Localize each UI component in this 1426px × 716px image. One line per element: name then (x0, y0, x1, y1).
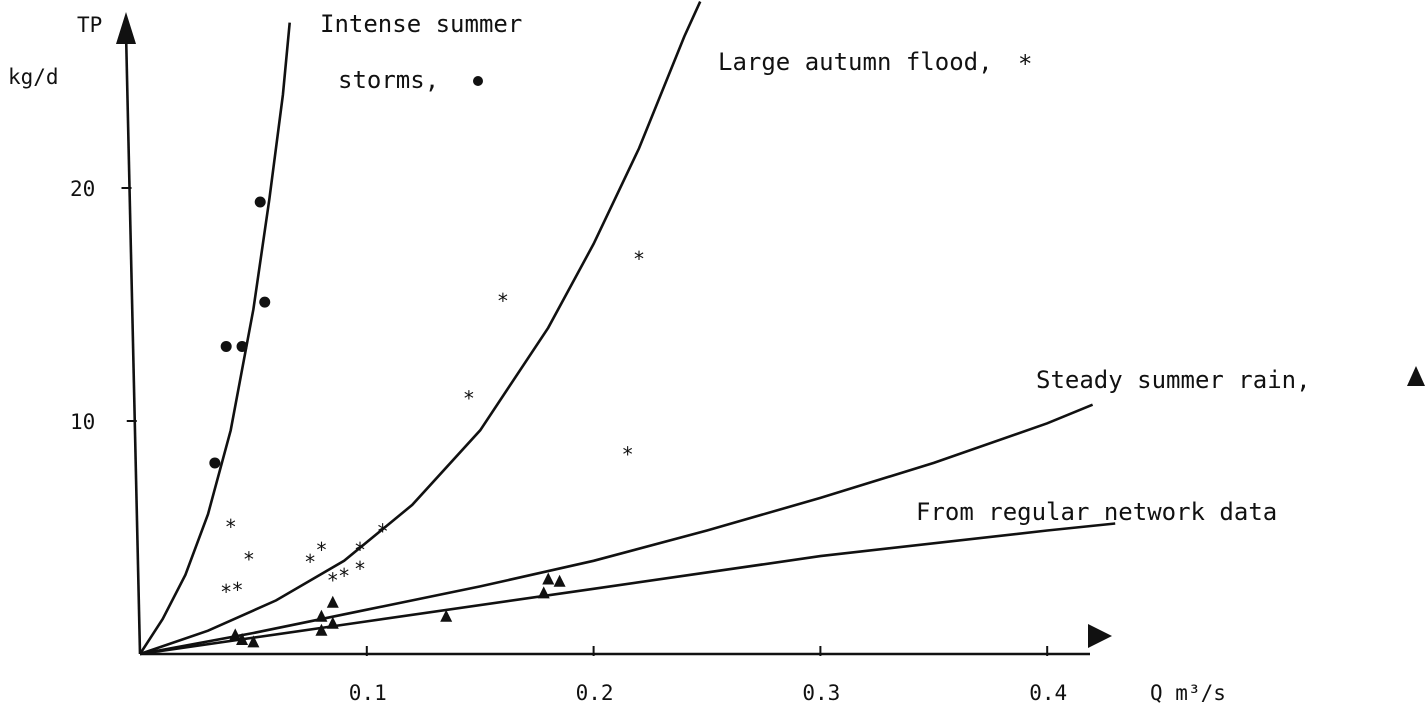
series-marker-triangle-icon (1407, 366, 1425, 386)
y-axis-arrowhead (116, 12, 136, 44)
data-point-star: * (233, 578, 243, 602)
axes (116, 12, 1112, 656)
ticks: 0.1 0.2 0.3 0.4 10 20 (70, 177, 1067, 705)
data-point-star: * (339, 564, 349, 588)
x-tick-label: 0.3 (802, 681, 840, 705)
data-point-circle (259, 296, 271, 308)
data-point-circle (220, 340, 232, 352)
data-point-star: * (498, 289, 508, 313)
data-point-star: * (305, 550, 315, 574)
data-point-triangle (542, 572, 555, 585)
data-point-star: * (226, 515, 236, 539)
data-point-triangle (440, 609, 453, 622)
data-point-star: * (634, 247, 644, 271)
data-point-circle (254, 196, 266, 208)
series-marker-circle-icon (473, 76, 483, 86)
data-point-triangle (229, 628, 242, 641)
data-point-triangle (326, 616, 339, 629)
data-point-triangle (247, 635, 260, 648)
y-axis-label-line2: kg/d (8, 65, 59, 89)
y-tick-label: 10 (70, 410, 95, 434)
data-point-star: * (244, 547, 254, 571)
data-point-star: * (316, 538, 326, 562)
data-point-star: * (464, 387, 474, 411)
data-point-triangle (553, 574, 566, 587)
labels: TP kg/d Q m³/s Intense summer storms, La… (8, 10, 1425, 705)
data-point-circle (236, 340, 248, 352)
data-points: ** ** * ** * ******* (209, 196, 644, 648)
x-tick-label: 0.4 (1029, 681, 1067, 705)
x-axis-arrowhead (1088, 624, 1112, 648)
data-point-star: * (355, 538, 365, 562)
series-label-summer-rain: Steady summer rain, (1036, 366, 1311, 394)
data-point-star: * (623, 443, 633, 467)
y-axis-label-line1: TP (77, 13, 102, 37)
fitted-curves (138, 1, 1116, 656)
intense-storms-curve (138, 22, 291, 655)
data-point-star: * (355, 557, 365, 581)
data-point-triangle (326, 595, 339, 608)
autumn-flood-curve (139, 1, 702, 656)
y-axis-line (124, 31, 142, 655)
series-label-intense-storms-line1: Intense summer (320, 10, 522, 38)
series-label-intense-storms-line2: storms, (338, 66, 439, 94)
network-data-curve (139, 522, 1116, 656)
data-point-star: * (378, 520, 388, 544)
x-axis-label: Q m³/s (1150, 681, 1226, 705)
data-point-triangle (315, 609, 328, 622)
data-point-triangle (315, 623, 328, 636)
x-tick-label: 0.1 (349, 681, 387, 705)
series-label-network-data: From regular network data (916, 498, 1277, 526)
data-point-circle (209, 457, 221, 469)
series-marker-star-icon: * (1018, 50, 1032, 78)
y-tick-label: 20 (70, 177, 95, 201)
x-tick-label: 0.2 (576, 681, 614, 705)
data-point-star: * (221, 580, 231, 604)
summer-rain-curve (139, 403, 1094, 656)
data-point-star: * (328, 568, 338, 592)
data-point-triangle (236, 633, 249, 646)
series-label-autumn-flood: Large autumn flood, (718, 48, 993, 76)
data-point-triangle (537, 586, 550, 599)
